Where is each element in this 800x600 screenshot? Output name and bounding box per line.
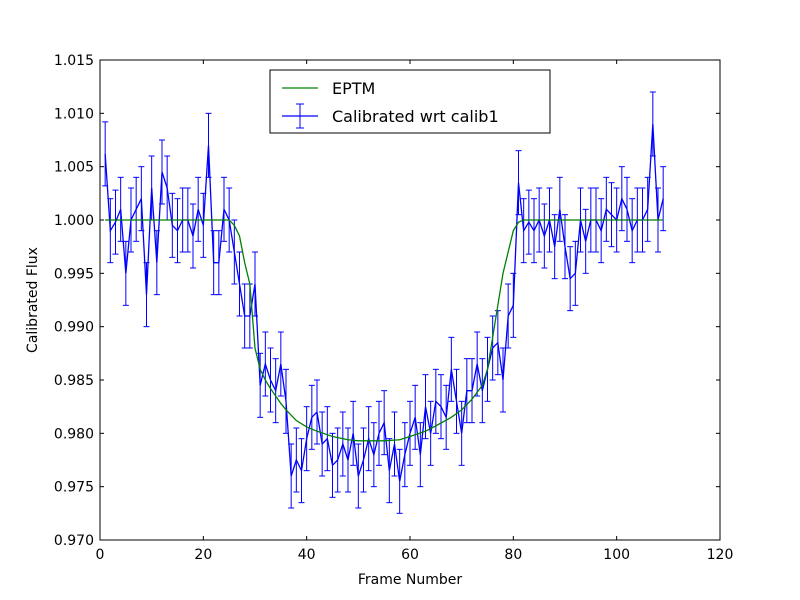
- y-tick-label: 0.985: [54, 373, 94, 389]
- y-tick-label: 1.005: [54, 160, 94, 176]
- legend-label-eptm: EPTM: [332, 79, 375, 98]
- legend-box: [269, 69, 551, 134]
- ticks-layer: 0 20 40 60 80 100 120 0.970 0.975 0.980 0.985 0.990…: [54, 53, 733, 563]
- y-tick-label: 1.000: [54, 213, 94, 229]
- y-tick-label: 0.980: [54, 426, 94, 442]
- x-axis-title: Frame Number: [358, 572, 463, 588]
- x-tick-label: 80: [504, 547, 522, 563]
- x-tick-label: 0: [96, 547, 105, 563]
- y-tick-label: 1.015: [54, 53, 94, 69]
- series-layer: [102, 91, 667, 514]
- y-tick-label: 0.990: [54, 320, 94, 336]
- y-axis-title: Calibrated Flux: [25, 247, 41, 353]
- y-tick-label: 0.975: [54, 480, 94, 496]
- y-tick-label: 0.970: [54, 533, 94, 549]
- legend-label-calibrated: Calibrated wrt calib1: [332, 107, 499, 126]
- x-tick-label: 40: [298, 547, 316, 563]
- series-line-calibrated: [104, 123, 664, 482]
- plot-area: [99, 59, 721, 541]
- x-tick-label: 120: [707, 547, 734, 563]
- legend-swatch-calibrated: [282, 103, 318, 129]
- series-line-eptm: [105, 219, 664, 442]
- y-tick-label: 1.010: [54, 106, 94, 122]
- legend: EPTM Calibrated wrt calib1: [269, 69, 551, 134]
- x-tick-label: 20: [194, 547, 212, 563]
- series-calibrated: [102, 91, 667, 514]
- x-tick-label: 60: [401, 547, 419, 563]
- x-tick-label: 100: [603, 547, 630, 563]
- y-tick-label: 0.995: [54, 266, 94, 282]
